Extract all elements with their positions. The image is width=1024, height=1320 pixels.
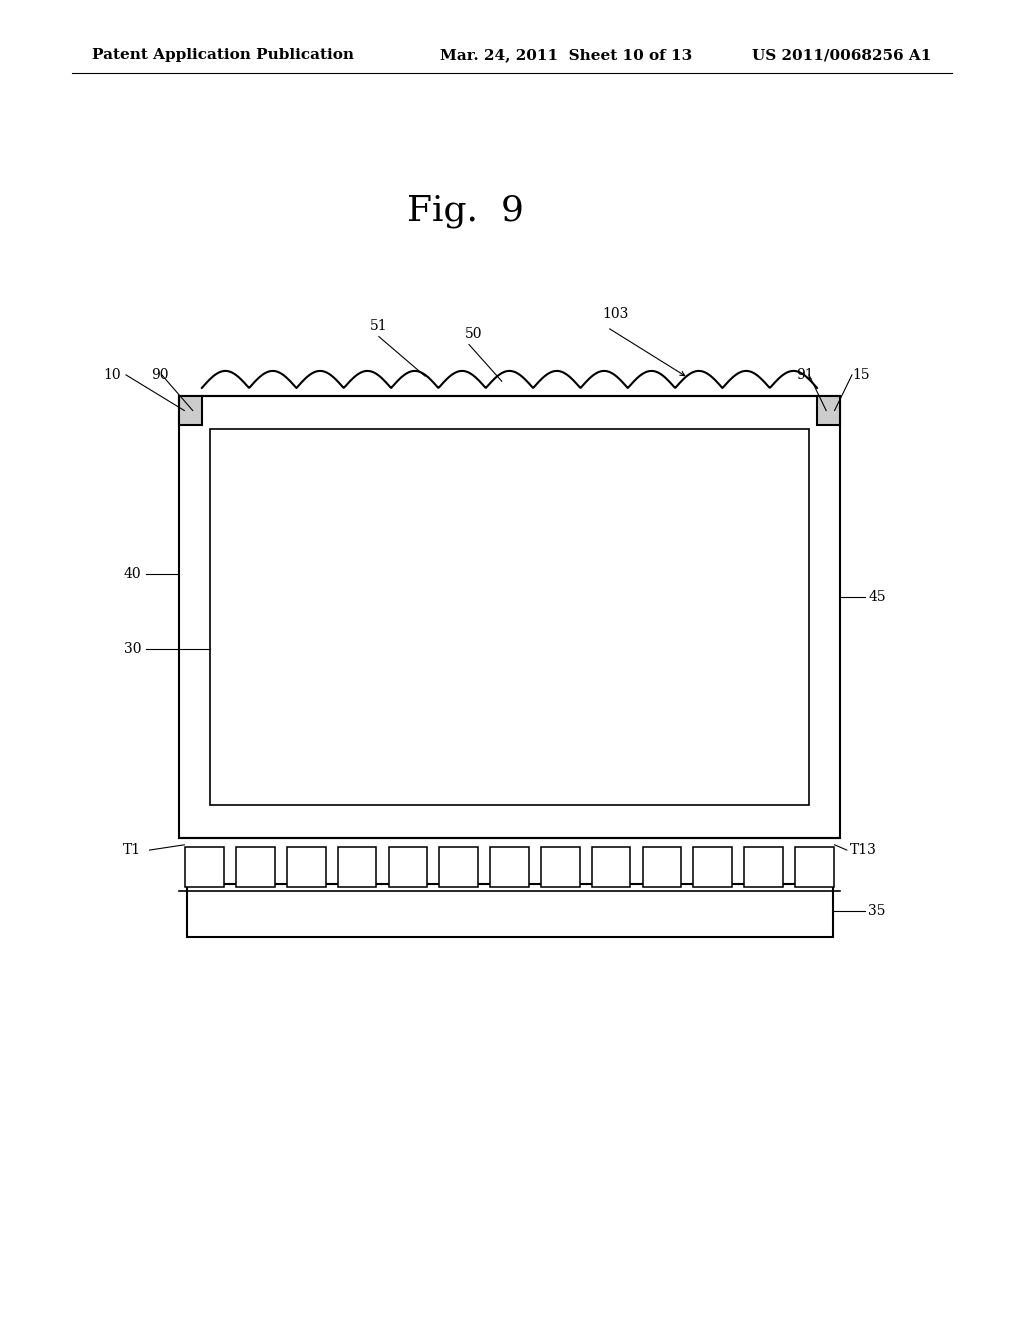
Bar xyxy=(237,847,274,887)
Bar xyxy=(179,396,202,425)
Text: 103: 103 xyxy=(602,306,629,321)
Bar xyxy=(744,847,782,887)
Text: 45: 45 xyxy=(868,590,886,603)
Bar xyxy=(338,847,377,887)
Text: T13: T13 xyxy=(850,843,877,857)
Text: 15: 15 xyxy=(852,368,869,381)
Bar xyxy=(693,847,732,887)
Text: 35: 35 xyxy=(868,904,886,917)
Text: 30: 30 xyxy=(124,643,141,656)
Bar xyxy=(187,884,833,937)
Bar xyxy=(287,847,326,887)
Bar xyxy=(185,847,224,887)
Text: Mar. 24, 2011  Sheet 10 of 13: Mar. 24, 2011 Sheet 10 of 13 xyxy=(440,49,692,62)
Text: Fig.  9: Fig. 9 xyxy=(408,194,524,228)
Text: Patent Application Publication: Patent Application Publication xyxy=(92,49,354,62)
Bar xyxy=(817,396,840,425)
Text: 91: 91 xyxy=(797,368,814,381)
Text: 40: 40 xyxy=(124,568,141,581)
Bar xyxy=(642,847,681,887)
Bar xyxy=(439,847,478,887)
Text: 90: 90 xyxy=(152,368,169,381)
Text: US 2011/0068256 A1: US 2011/0068256 A1 xyxy=(753,49,932,62)
Text: 10: 10 xyxy=(103,368,121,381)
Bar xyxy=(388,847,427,887)
Text: 50: 50 xyxy=(465,326,483,341)
Bar xyxy=(592,847,631,887)
Text: 51: 51 xyxy=(370,318,388,333)
Bar xyxy=(210,429,809,805)
Bar xyxy=(541,847,580,887)
Bar xyxy=(179,396,840,838)
Bar xyxy=(795,847,834,887)
Text: T1: T1 xyxy=(123,843,141,857)
Bar xyxy=(490,847,528,887)
